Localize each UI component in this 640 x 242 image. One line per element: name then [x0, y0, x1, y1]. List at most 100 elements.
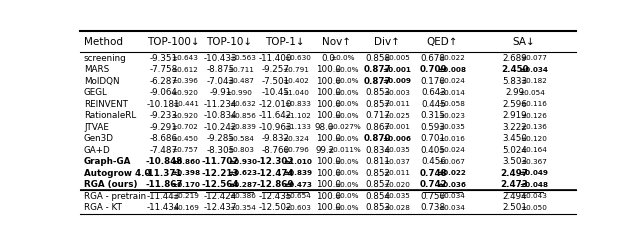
Text: RGA (ours): RGA (ours) [84, 180, 138, 189]
Text: 2.473: 2.473 [500, 180, 529, 189]
Text: ±0.035: ±0.035 [438, 124, 465, 130]
Text: -7.758: -7.758 [150, 65, 178, 74]
Text: 0.678: 0.678 [421, 53, 446, 63]
Text: -10.242: -10.242 [204, 123, 237, 132]
Text: -8.686: -8.686 [150, 134, 178, 143]
Text: 0.593: 0.593 [421, 123, 446, 132]
Text: 100.0: 100.0 [316, 77, 340, 86]
Text: ±0.0%: ±0.0% [334, 205, 359, 211]
Text: ±0.116: ±0.116 [520, 101, 547, 107]
Text: TOP-10↓: TOP-10↓ [207, 37, 253, 47]
Text: ±0.035: ±0.035 [383, 147, 410, 153]
Text: ±0.120: ±0.120 [520, 136, 547, 142]
Text: 100.0: 100.0 [316, 134, 340, 143]
Text: ±0.034: ±0.034 [438, 205, 465, 211]
Text: ±0.0%: ±0.0% [334, 101, 359, 107]
Text: Autogrow 4.0: Autogrow 4.0 [84, 169, 150, 178]
Text: -11.400: -11.400 [259, 53, 292, 63]
Text: MARS: MARS [84, 65, 109, 74]
Text: GA+D: GA+D [84, 146, 111, 155]
Text: -12.474: -12.474 [257, 169, 294, 178]
Text: ±0.367: ±0.367 [520, 159, 547, 165]
Text: 0.853: 0.853 [365, 88, 390, 97]
Text: ±0.028: ±0.028 [383, 205, 410, 211]
Text: -9.291: -9.291 [150, 123, 178, 132]
Text: ±0.005: ±0.005 [383, 55, 410, 61]
Text: ±0.023: ±0.023 [438, 113, 465, 119]
Text: ±0.036: ±0.036 [437, 182, 467, 188]
Text: ±0.930: ±0.930 [228, 159, 257, 165]
Text: ±0.584: ±0.584 [227, 136, 254, 142]
Text: ±0.169: ±0.169 [173, 205, 200, 211]
Text: RGA - pretrain: RGA - pretrain [84, 192, 146, 201]
Text: -12.564: -12.564 [202, 180, 239, 189]
Text: ±0.0%: ±0.0% [334, 182, 359, 188]
Text: ±0.0%: ±0.0% [334, 113, 359, 119]
Text: ±0.022: ±0.022 [438, 170, 467, 176]
Text: 0.456: 0.456 [421, 157, 446, 166]
Text: Gen3D: Gen3D [84, 134, 114, 143]
Text: ±0.058: ±0.058 [438, 101, 465, 107]
Text: -11.234: -11.234 [204, 100, 237, 109]
Text: ±0.791: ±0.791 [283, 67, 310, 73]
Text: ±0.402: ±0.402 [283, 78, 310, 84]
Text: ±0.050: ±0.050 [520, 205, 547, 211]
Text: -10.433: -10.433 [204, 53, 237, 63]
Text: 0.854: 0.854 [365, 192, 390, 201]
Text: ±0.441: ±0.441 [173, 101, 200, 107]
Text: -10.181: -10.181 [147, 100, 180, 109]
Text: ±0.0%: ±0.0% [334, 193, 359, 199]
Text: -12.302: -12.302 [257, 157, 294, 166]
Text: RationaleRL: RationaleRL [84, 111, 136, 120]
Text: 2.450: 2.450 [501, 65, 529, 74]
Text: 0.877: 0.877 [364, 65, 392, 74]
Text: ±0.0%: ±0.0% [334, 136, 359, 142]
Text: 3.450: 3.450 [502, 134, 527, 143]
Text: ±0.856: ±0.856 [229, 113, 256, 119]
Text: QED↑: QED↑ [427, 37, 458, 47]
Text: ±0.839: ±0.839 [284, 170, 312, 176]
Text: ±0.024: ±0.024 [438, 78, 465, 84]
Text: 0.750: 0.750 [420, 192, 446, 201]
Text: 2.919: 2.919 [502, 111, 527, 120]
Text: 100.0: 100.0 [316, 100, 340, 109]
Text: -10.45: -10.45 [262, 88, 290, 97]
Text: ±0.001: ±0.001 [383, 124, 410, 130]
Text: -12.502: -12.502 [259, 203, 292, 212]
Text: -9.233: -9.233 [150, 111, 178, 120]
Text: -8.875: -8.875 [206, 65, 234, 74]
Text: ±0.796: ±0.796 [283, 147, 310, 153]
Text: -11.371: -11.371 [145, 169, 182, 178]
Text: -9.257: -9.257 [262, 65, 290, 74]
Text: TOP-100↓: TOP-100↓ [147, 37, 199, 47]
Text: ±0.839: ±0.839 [229, 124, 256, 130]
Text: ±0.473: ±0.473 [284, 182, 312, 188]
Text: -10.834: -10.834 [204, 111, 237, 120]
Text: -12.869: -12.869 [257, 180, 294, 189]
Text: ±0.034: ±0.034 [519, 67, 548, 73]
Text: ±0.022: ±0.022 [438, 55, 465, 61]
Text: 2.99: 2.99 [505, 88, 524, 97]
Text: 5.024: 5.024 [502, 146, 527, 155]
Text: 2.596: 2.596 [502, 100, 527, 109]
Text: 0.857: 0.857 [365, 180, 390, 189]
Text: -9.91: -9.91 [209, 88, 232, 97]
Text: JTVAE: JTVAE [84, 123, 109, 132]
Text: ±0.920: ±0.920 [171, 90, 198, 96]
Text: ±1.010: ±1.010 [284, 159, 312, 165]
Text: -9.351: -9.351 [150, 53, 178, 63]
Text: 100.0: 100.0 [316, 65, 340, 74]
Text: -6.287: -6.287 [150, 77, 178, 86]
Text: 0.834: 0.834 [365, 146, 390, 155]
Text: -7.501: -7.501 [262, 77, 290, 86]
Text: ±1.102: ±1.102 [284, 113, 311, 119]
Text: ±0.603: ±0.603 [284, 205, 311, 211]
Text: ±0.001: ±0.001 [382, 67, 411, 73]
Text: ±0.487: ±0.487 [227, 78, 254, 84]
Text: 0.170: 0.170 [421, 77, 446, 86]
Text: ±0.0%: ±0.0% [334, 78, 359, 84]
Text: -8.305: -8.305 [206, 146, 234, 155]
Text: ±0.612: ±0.612 [171, 67, 198, 73]
Text: ±0.067: ±0.067 [438, 159, 465, 165]
Text: ±0.643: ±0.643 [171, 55, 198, 61]
